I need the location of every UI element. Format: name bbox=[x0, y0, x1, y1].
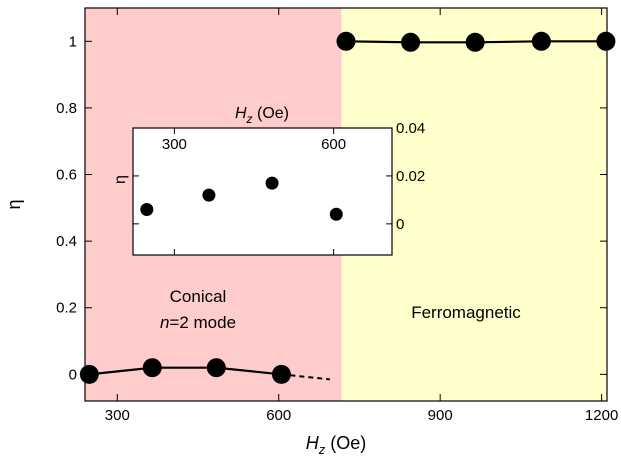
data-point bbox=[271, 364, 291, 384]
data-point bbox=[79, 364, 99, 384]
data-point bbox=[596, 31, 616, 51]
x-tick-label: 600 bbox=[266, 407, 291, 424]
y-tick-label: 1 bbox=[69, 33, 77, 50]
x-tick-label: 900 bbox=[428, 407, 453, 424]
main-plot: Conical n=2 mode Ferromagnetic 300 600 900 120… bbox=[4, 7, 618, 457]
inset-plot: 300 600 0 0.02 0.04 Hz (Oe) η bbox=[112, 105, 425, 256]
inset-y-tick-label: 0.04 bbox=[396, 120, 425, 137]
inset-data-point bbox=[140, 202, 154, 216]
x-axis-label: Hz (Oe) bbox=[306, 433, 367, 457]
inset-x-axis-label: Hz (Oe) bbox=[235, 105, 289, 126]
inset-frame bbox=[132, 127, 393, 256]
data-point bbox=[465, 32, 485, 52]
y-tick-label: 0.8 bbox=[56, 100, 77, 117]
inset-y-tick-label: 0.02 bbox=[396, 168, 425, 185]
region-label-conical: Conical bbox=[170, 287, 227, 306]
region-label-ferromagnetic: Ferromagnetic bbox=[411, 303, 521, 322]
inset-data-point bbox=[265, 176, 279, 190]
inset-y-tick-label: 0 bbox=[396, 216, 404, 233]
x-tick-label: 1200 bbox=[585, 407, 618, 424]
y-tick-label: 0.6 bbox=[56, 167, 77, 184]
data-point bbox=[401, 32, 421, 52]
main-frame bbox=[84, 7, 608, 402]
data-point bbox=[531, 31, 551, 51]
series-line-0 bbox=[89, 366, 282, 376]
y-tick-label: 0.4 bbox=[56, 233, 77, 250]
inset-data-point bbox=[202, 188, 216, 202]
region-label-mode: n=2 mode bbox=[160, 313, 236, 332]
x-tick-label: 300 bbox=[105, 407, 130, 424]
inset-x-tick-label: 600 bbox=[321, 136, 346, 153]
y-tick-label: 0.2 bbox=[56, 300, 77, 317]
data-point bbox=[142, 358, 162, 378]
inset-x-tick-label: 300 bbox=[162, 136, 187, 153]
data-point bbox=[206, 358, 226, 378]
inset-data-point bbox=[329, 207, 343, 221]
y-tick-label: 0 bbox=[69, 366, 77, 383]
extrapolation-line bbox=[281, 373, 330, 381]
data-point bbox=[336, 31, 356, 51]
y-axis-label: η bbox=[4, 199, 24, 209]
inset-y-axis-label: η bbox=[112, 175, 129, 184]
